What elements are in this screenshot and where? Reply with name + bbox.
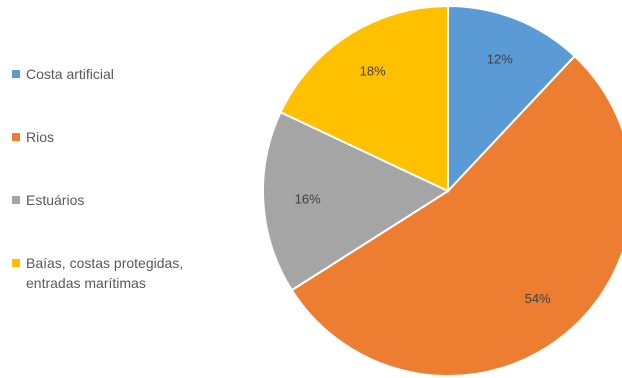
pie-slice-3: [279, 4, 449, 193]
legend: Costa artificial Rios Estuários Baías, c…: [12, 0, 252, 378]
pie-slice-1: [290, 54, 622, 377]
legend-swatch: [12, 133, 20, 141]
legend-swatch: [12, 196, 20, 204]
data-label-1: 54%: [525, 291, 551, 306]
legend-item-baias-costas-protegidas: Baías, costas protegidas, entradas marít…: [12, 253, 183, 293]
pie-slices: [262, 4, 622, 377]
legend-label: Estuários: [26, 192, 85, 208]
pie-data-labels: 12% 54% 16% 18%: [295, 52, 551, 306]
legend-swatch: [12, 70, 20, 78]
legend-label: Baías, costas protegidas, entradas marít…: [26, 255, 184, 291]
data-label-2: 16%: [295, 191, 321, 206]
pie-slice-0: [447, 4, 577, 194]
pie-slice-2: [262, 110, 451, 292]
data-label-3: 18%: [360, 64, 386, 79]
legend-label: Rios: [26, 129, 55, 145]
legend-item-rios: Rios: [12, 127, 54, 147]
legend-item-costa-artificial: Costa artificial: [12, 64, 114, 84]
legend-label: Costa artificial: [26, 66, 114, 82]
data-label-0: 12%: [487, 52, 513, 67]
legend-swatch: [12, 259, 20, 267]
legend-item-estuarios: Estuários: [12, 190, 84, 210]
